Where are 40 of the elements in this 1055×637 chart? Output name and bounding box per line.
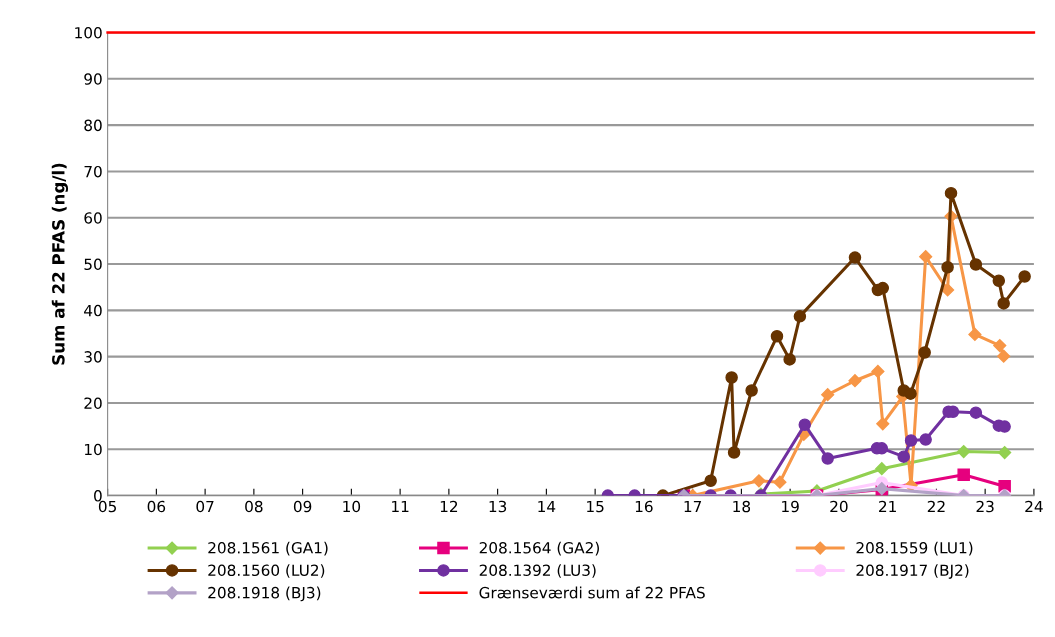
- x-tick-label: 18: [733, 500, 751, 513]
- x-tick-label: 12: [440, 500, 458, 513]
- x-tick-label: 19: [782, 500, 799, 513]
- y-tick-label: 10: [84, 443, 102, 456]
- y-tick-label: 0: [94, 490, 102, 502]
- x-tick-label: 15: [587, 500, 604, 513]
- legend-label: 208.1564 (GA2): [479, 541, 599, 556]
- x-tick-label: 20: [830, 500, 848, 513]
- legend-label: 208.1918 (BJ3): [208, 586, 321, 602]
- legend-label: Grænseværdi sum af 22 PFAS: [479, 586, 705, 599]
- x-tick-label: 17: [684, 500, 702, 513]
- y-tick-label: 40: [84, 304, 102, 317]
- x-tick-label: 09: [293, 500, 312, 513]
- legend-label: 208.1917 (BJ2): [856, 564, 969, 579]
- y-tick-label: 100: [75, 26, 102, 39]
- x-tick-label: 05: [98, 500, 116, 513]
- x-tick-label: 16: [635, 500, 653, 513]
- y-tick-label: 20: [84, 397, 102, 409]
- legend-label: 208.1559 (LU1): [856, 541, 973, 556]
- x-tick-label: 06: [147, 500, 166, 513]
- x-tick-label: 13: [489, 500, 507, 513]
- x-tick-label: 23: [976, 500, 994, 513]
- legend-label: 208.1561 (GA1): [208, 541, 328, 556]
- x-tick-label: 14: [538, 500, 556, 513]
- x-tick-label: 22: [927, 500, 945, 513]
- x-tick-label: 10: [343, 500, 361, 513]
- y-tick-label: 30: [84, 351, 102, 363]
- y-tick-label: 90: [84, 73, 102, 85]
- x-tick-label: 21: [879, 500, 896, 513]
- x-tick-label: 07: [196, 500, 214, 513]
- y-tick-label: 60: [84, 212, 102, 224]
- y-tick-label: 50: [84, 258, 102, 271]
- y-tick-label: 80: [84, 119, 102, 132]
- y-tick-label: 70: [84, 165, 102, 178]
- x-tick-label: 11: [392, 500, 409, 513]
- legend-label: 208.1392 (LU3): [479, 564, 596, 578]
- y-axis-title: Sum af 22 PFAS (ng/l): [51, 163, 69, 365]
- x-tick-label: 24: [1025, 500, 1043, 513]
- legend-label: 208.1560 (LU2): [208, 564, 325, 578]
- x-tick-label: 08: [245, 500, 263, 513]
